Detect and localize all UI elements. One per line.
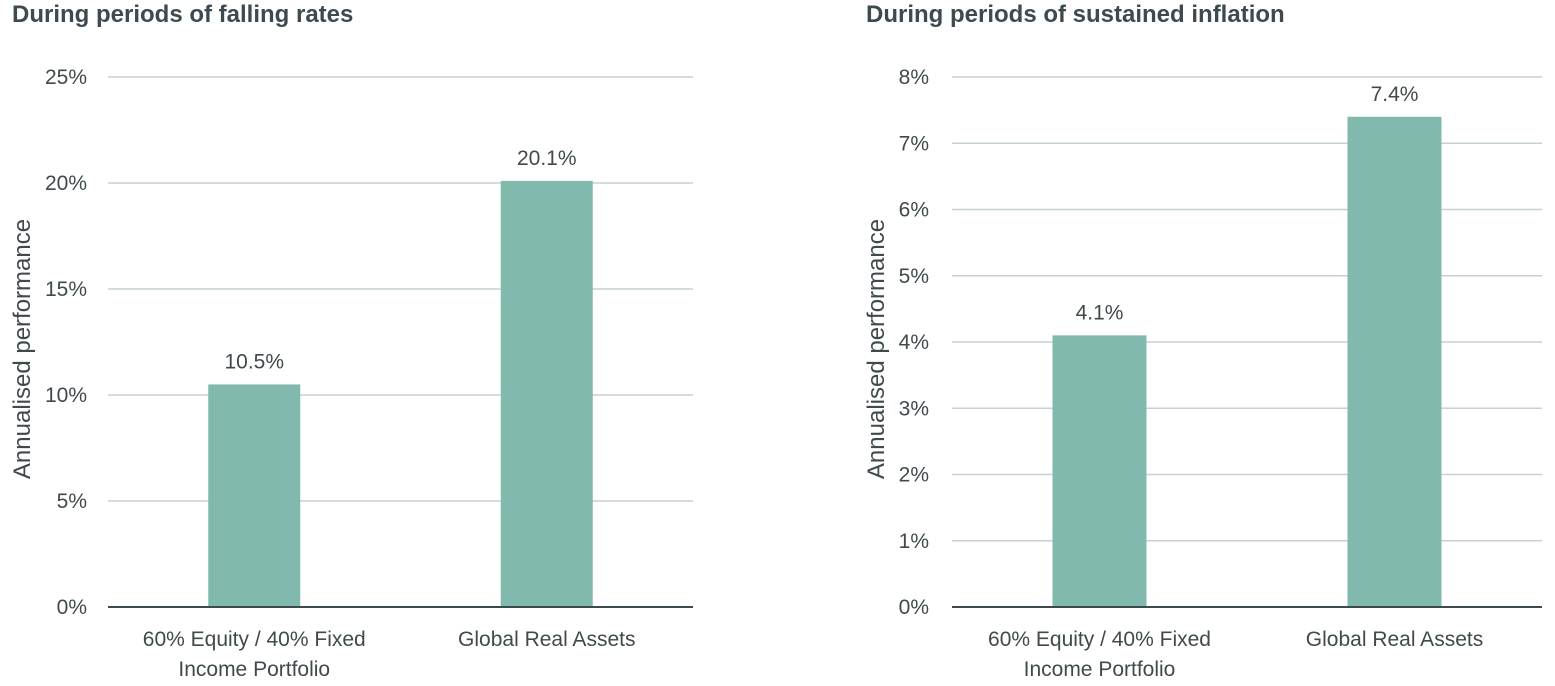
- data-label: 4.1%: [1076, 301, 1124, 324]
- data-label: 10.5%: [224, 350, 284, 373]
- bar-chart-sustained-inflation: 0% 1% 2% 3% 4% 5% 6% 7% 8% 4.1% 60% Equity / 40% F…: [863, 66, 1542, 681]
- x-category-label: Global Real Assets: [1306, 628, 1483, 651]
- bar-chart-falling-rates: 0% 5% 10% 15% 20% 25% 10.5% 60% Equity / 40% Fi…: [9, 66, 693, 681]
- y-tick-label: 10%: [45, 384, 87, 407]
- x-category-label: Income Portfolio: [178, 658, 330, 681]
- y-tick-label: 2%: [899, 464, 929, 487]
- x-category-label: 60% Equity / 40% Fixed: [143, 628, 366, 651]
- y-tick-label: 3%: [899, 397, 929, 420]
- y-tick-label: 1%: [899, 530, 929, 553]
- y-tick-label: 25%: [45, 66, 87, 89]
- bar: [500, 180, 593, 607]
- data-label: 20.1%: [517, 147, 577, 170]
- x-category-label: 60% Equity / 40% Fixed: [988, 628, 1211, 651]
- y-axis-title: Annualised performance: [9, 219, 36, 479]
- y-axis-title: Annualised performance: [863, 219, 890, 479]
- bar: [1052, 335, 1147, 607]
- y-tick-label: 5%: [899, 265, 929, 288]
- x-category-label: Income Portfolio: [1024, 658, 1176, 681]
- y-tick-label: 20%: [45, 172, 87, 195]
- y-tick-label: 0%: [57, 596, 87, 619]
- bar: [208, 384, 301, 607]
- chart-panel-falling-rates: During periods of falling rates 0% 5% 10% 1…: [0, 0, 720, 686]
- y-tick-label: 0%: [899, 596, 929, 619]
- x-category-label: Global Real Assets: [458, 628, 635, 651]
- chart-title: During periods of sustained inflation: [866, 1, 1285, 28]
- chart-panel-sustained-inflation: During periods of sustained inflation 0%…: [850, 0, 1555, 686]
- y-tick-label: 6%: [899, 199, 929, 222]
- y-tick-label: 8%: [899, 66, 929, 89]
- y-tick-label: 4%: [899, 331, 929, 354]
- data-label: 7.4%: [1371, 83, 1419, 106]
- bar: [1347, 116, 1442, 607]
- y-tick-label: 7%: [899, 132, 929, 155]
- y-tick-label: 5%: [57, 490, 87, 513]
- y-tick-label: 15%: [45, 278, 87, 301]
- chart-title: During periods of falling rates: [12, 1, 354, 28]
